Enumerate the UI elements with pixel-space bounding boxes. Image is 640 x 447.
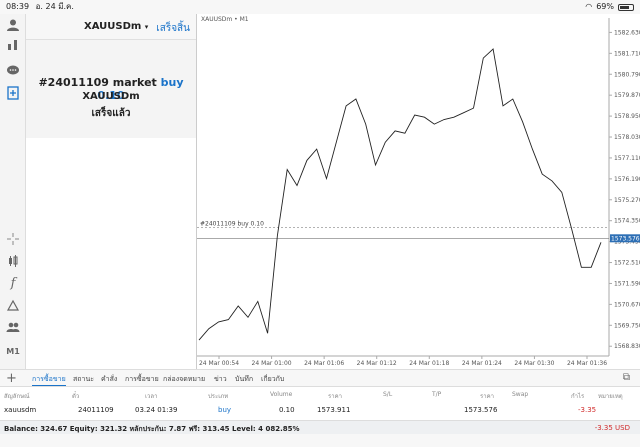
status-time: 08:39 อ. 24 มี.ค. <box>6 0 74 14</box>
y-tick-label: 1568.830 <box>614 343 640 350</box>
account-icon[interactable] <box>5 18 21 34</box>
chart-title: XAUUSDm • M1 <box>201 16 249 23</box>
tab-news[interactable]: ข่าว <box>214 375 227 383</box>
col-type: ประเภท <box>208 393 229 400</box>
current-price-tag <box>610 234 640 243</box>
y-tick-label: 1569.750 <box>614 322 640 329</box>
row-symbol: xauusdm <box>4 406 37 414</box>
new-order-icon[interactable] <box>5 86 21 102</box>
row-profit: -3.35 <box>578 406 597 414</box>
col-comment: หมายเหตุ <box>598 393 623 400</box>
row-time: 03.24 01:39 <box>135 406 178 414</box>
row-ticket: 24011109 <box>78 406 114 414</box>
y-tick-label: 1576.190 <box>614 176 640 183</box>
row-current: 1573.576 <box>464 406 498 414</box>
current-price-label: 1573.576 <box>611 235 640 242</box>
battery-percent: 69% <box>596 2 614 11</box>
table-row[interactable]: xauusdm 24011109 03.24 01:39 buy 0.10 15… <box>0 402 640 418</box>
table-header: สัญลักษณ์ ตั๋ว เวลา ประเภท Volume ราคา S… <box>0 388 640 401</box>
order-symbol: XAUUSDm <box>84 21 142 32</box>
chat-icon[interactable] <box>5 64 21 80</box>
x-tick-label: 24 Mar 01:06 <box>304 360 344 367</box>
tab-journal[interactable]: บันทึก <box>235 375 254 383</box>
layout-icon[interactable]: ⧉ <box>622 372 630 383</box>
price-chart[interactable]: XAUUSDm • M1 1582.630 1581.710 1580.790 157… <box>196 14 640 369</box>
indicators-icon[interactable]: f <box>10 276 16 291</box>
row-price: 1573.911 <box>317 406 351 414</box>
x-tick-label: 24 Mar 01:18 <box>409 360 449 367</box>
order-result-status: เสร็จแล้ว <box>91 108 131 119</box>
tab-mailbox[interactable]: กล่องจดหมาย <box>163 375 206 383</box>
x-tick-label: 24 Mar 01:12 <box>357 360 397 367</box>
y-tick-label: 1575.270 <box>614 197 640 204</box>
col-time: เวลา <box>145 393 158 400</box>
y-tick-label: 1571.590 <box>614 280 640 287</box>
y-tick-label: 1579.870 <box>614 92 640 99</box>
timeframe-label[interactable]: M1 <box>6 347 20 356</box>
x-tick-label: 24 Mar 01:00 <box>252 360 292 367</box>
y-tick-label: 1582.630 <box>614 29 640 36</box>
position-label: #24011109 buy 0.10 <box>200 221 264 228</box>
bottom-strip <box>0 434 640 447</box>
col-price: ราคา <box>328 393 342 400</box>
balance-text: Balance: 324.67 Equity: 321.32 หลักประกั… <box>4 425 300 433</box>
order-symbol-selector[interactable]: XAUUSDm ▾ <box>84 21 148 32</box>
tab-positions[interactable]: สถานะ <box>73 375 94 383</box>
col-sl: S/L <box>383 391 393 398</box>
order-panel: XAUUSDm ▾ เสร็จสิ้น #24011109 market buy… <box>26 14 196 369</box>
battery-icon <box>618 3 634 11</box>
y-tick-label: 1574.350 <box>614 218 640 225</box>
objects-icon[interactable] <box>5 298 21 314</box>
wifi-icon: ◠ <box>585 2 593 11</box>
order-result-action: buy 0.10 <box>97 76 184 102</box>
market-watch-icon[interactable] <box>5 38 21 54</box>
x-tick-label: 24 Mar 00:54 <box>199 360 239 367</box>
plus-icon[interactable]: + <box>6 371 17 386</box>
date: อ. 24 มี.ค. <box>35 2 74 11</box>
status-bar: 08:39 อ. 24 มี.ค. ◠ 69% <box>0 0 640 14</box>
order-result: #24011109 market buy 0.10 XAUUSDm เสร็จแ… <box>26 40 196 138</box>
order-header: XAUUSDm ▾ เสร็จสิ้น <box>26 14 196 40</box>
col-swap: Swap <box>512 391 529 398</box>
status-right: ◠ 69% <box>585 0 634 14</box>
col-current: ราคา <box>480 393 494 400</box>
x-tick-label: 24 Mar 01:30 <box>514 360 554 367</box>
y-tick-label: 1570.670 <box>614 301 640 308</box>
trade-tabs: + การซื้อขาย สถานะ คำสั่ง การซื้อขาย กล่… <box>0 369 640 387</box>
col-tp: T/P <box>432 391 442 398</box>
clock: 08:39 <box>6 2 30 11</box>
y-tick-label: 1578.030 <box>614 134 640 141</box>
y-tick-label: 1577.110 <box>614 155 640 162</box>
order-result-prefix: #24011109 market <box>38 76 161 89</box>
tab-orders[interactable]: คำสั่ง <box>101 375 118 383</box>
order-result-symbol: XAUUSDm <box>82 91 140 102</box>
col-ticket: ตั๋ว <box>72 393 80 400</box>
y-tick-label: 1578.950 <box>614 113 640 120</box>
row-type: buy <box>218 406 232 414</box>
crosshair-icon[interactable] <box>5 232 21 248</box>
chevron-down-icon: ▾ <box>144 23 149 31</box>
left-toolbar: f M1 <box>0 14 26 369</box>
row-volume: 0.10 <box>279 406 295 414</box>
chart-canvas[interactable]: 1582.630 1581.710 1580.790 1579.870 1578.950… <box>197 14 640 369</box>
done-button[interactable]: เสร็จสิ้น <box>156 23 190 34</box>
x-tick-label: 24 Mar 01:36 <box>567 360 607 367</box>
tab-trade[interactable]: การซื้อขาย <box>32 374 66 386</box>
col-symbol: สัญลักษณ์ <box>4 393 30 400</box>
balance-profit: -3.35 USD <box>594 424 630 432</box>
users-icon[interactable] <box>5 320 21 336</box>
y-tick-label: 1572.510 <box>614 260 640 267</box>
tab-about[interactable]: เกี่ยวกับ <box>261 375 285 383</box>
tab-history[interactable]: การซื้อขาย <box>125 375 159 383</box>
col-profit: กำไร <box>571 393 585 400</box>
col-volume: Volume <box>270 391 293 398</box>
balance-bar: Balance: 324.67 Equity: 321.32 หลักประกั… <box>0 420 640 434</box>
y-tick-label: 1581.710 <box>614 50 640 57</box>
candles-icon[interactable] <box>5 254 21 270</box>
x-tick-label: 24 Mar 01:24 <box>462 360 502 367</box>
price-series-line <box>198 48 602 341</box>
y-tick-label: 1580.790 <box>614 71 640 78</box>
order-result-title: #24011109 market buy 0.10 <box>26 76 196 102</box>
